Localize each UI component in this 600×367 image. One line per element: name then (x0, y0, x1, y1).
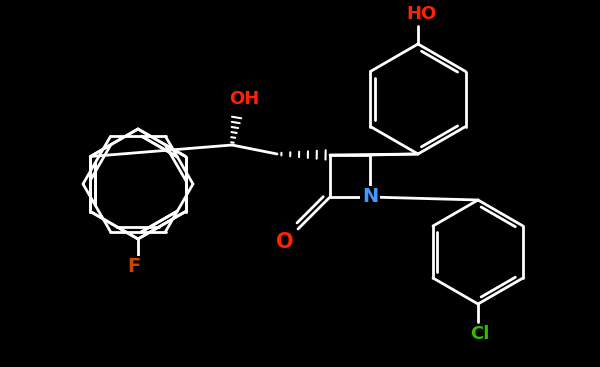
Text: OH: OH (229, 90, 259, 108)
Text: HO: HO (407, 5, 437, 23)
Text: F: F (127, 258, 140, 276)
Text: N: N (362, 188, 378, 207)
Text: Cl: Cl (470, 325, 490, 343)
Text: O: O (276, 232, 294, 252)
